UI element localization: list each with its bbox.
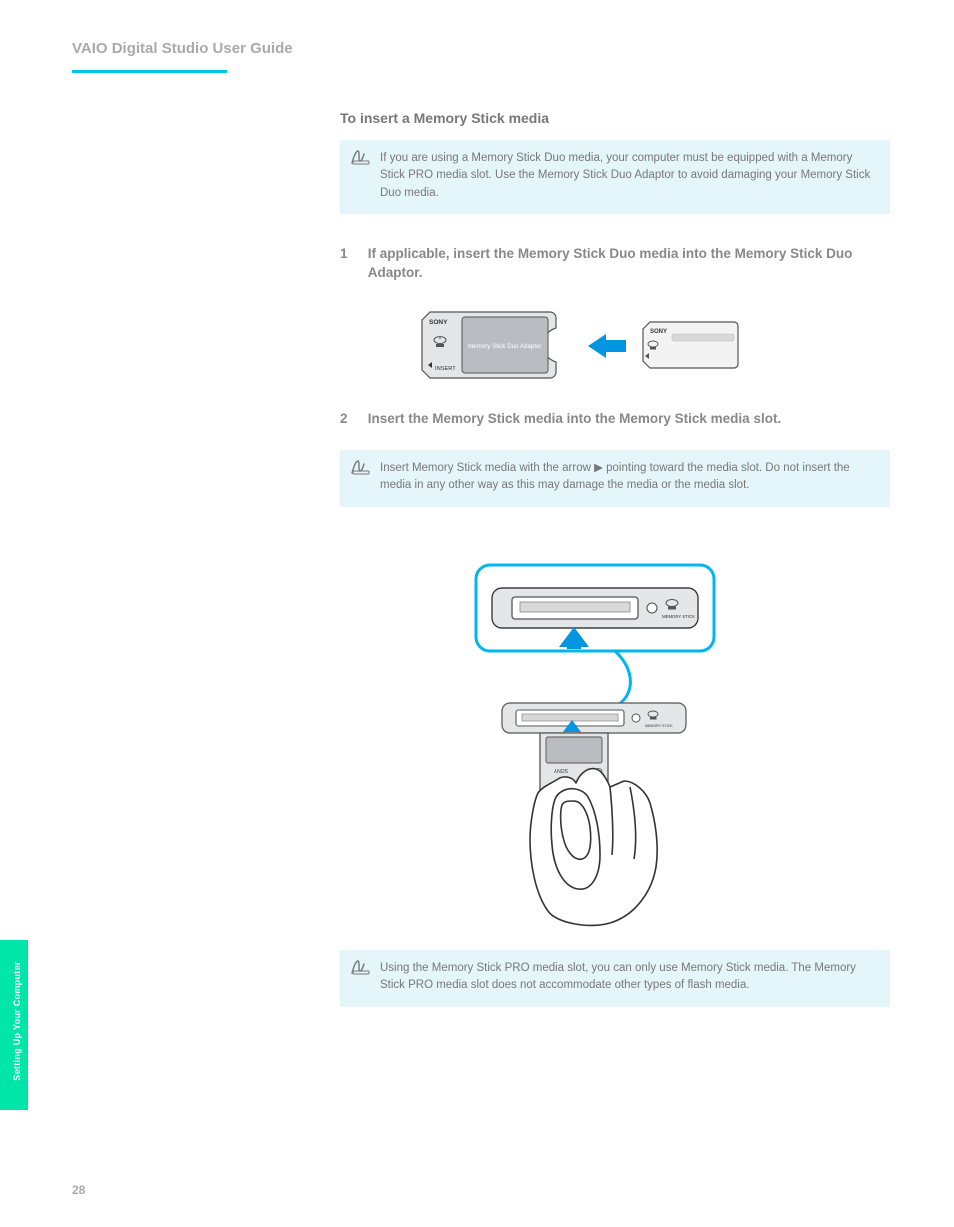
step-body: Insert the Memory Stick media into the M… — [368, 410, 878, 429]
note-icon — [350, 458, 372, 482]
text: media into the — [524, 411, 619, 426]
slot-label: MEMORY STICK — [645, 724, 673, 728]
side-tab-label: Setting Up Your Computer — [12, 956, 22, 1086]
step-1: 1 If applicable, insert the Memory Stick… — [340, 245, 890, 283]
note-box-2: Insert Memory Stick media with the arrow… — [340, 450, 890, 507]
section-heading: To insert a Memory Stick media — [340, 110, 549, 126]
step-number: 2 — [340, 410, 364, 429]
note-text: Insert Memory Stick media with the arrow… — [380, 462, 850, 491]
slot-large: MEMORY STICK — [492, 588, 698, 628]
slot-label: MEMORY STICK — [662, 614, 695, 619]
adapter-center-label: Memory Stick Duo Adapter — [468, 343, 542, 350]
note-box-3: Using the Memory Stick PRO media slot, y… — [340, 950, 890, 1007]
figure-adapter-duo: SONY INSERT Memory Stick Duo Adapter SON… — [420, 300, 760, 393]
text: Memory Stick — [619, 411, 707, 426]
text: Memory Stick — [518, 246, 606, 261]
figure-insert-slot: MEMORY STICK MEMORY STICK SONY INSERT — [460, 555, 740, 938]
sony-label: SONY — [553, 767, 568, 773]
duo-card-illustration: SONY — [643, 322, 738, 368]
step-body: If applicable, insert the Memory Stick D… — [368, 245, 878, 283]
hand-illustration — [530, 769, 657, 926]
insert-arrow-icon — [588, 334, 626, 358]
sony-label: SONY — [650, 329, 667, 335]
note-text: If you are using a Memory Stick Duo medi… — [380, 152, 870, 199]
note-icon — [350, 148, 372, 172]
step-number: 1 — [340, 245, 364, 264]
note-icon — [350, 958, 372, 982]
up-arrow-icon — [559, 627, 589, 649]
side-tab: Setting Up Your Computer — [0, 940, 28, 1110]
text: media slot. — [711, 411, 782, 426]
header-accent-line — [72, 70, 227, 73]
text: If applicable, insert the — [368, 246, 518, 261]
sony-label: SONY — [429, 319, 448, 326]
insert-label: INSERT — [435, 366, 456, 372]
page-number: 28 — [72, 1183, 85, 1197]
text: Memory Stick — [432, 411, 520, 426]
slot-small: MEMORY STICK — [502, 703, 686, 733]
text: Insert the — [368, 411, 433, 426]
note-text: Using the Memory Stick PRO media slot, y… — [380, 962, 856, 991]
step-2: 2 Insert the Memory Stick media into the… — [340, 410, 890, 429]
callout-leader — [615, 651, 630, 705]
page-title: VAIO Digital Studio User Guide — [72, 40, 293, 57]
note-box-1: If you are using a Memory Stick Duo medi… — [340, 140, 890, 214]
adapter-illustration: SONY INSERT Memory Stick Duo Adapter — [422, 312, 556, 378]
